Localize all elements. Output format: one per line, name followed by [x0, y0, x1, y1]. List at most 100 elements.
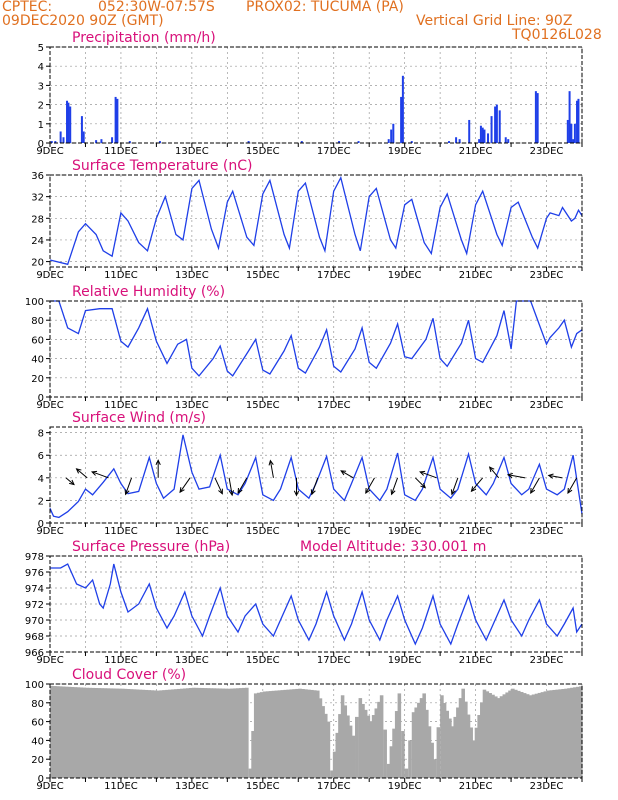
x-tick-label: 15DEC — [246, 400, 280, 411]
precip-bar — [468, 119, 471, 143]
cloud-bar — [323, 713, 328, 778]
wind-vector-head — [218, 488, 223, 495]
wind-vector-head — [419, 470, 426, 476]
cloud-bar — [180, 688, 184, 778]
panel-title: Cloud Cover (%) — [72, 667, 186, 683]
cloud-bar — [150, 690, 155, 778]
panel-frame — [49, 426, 583, 524]
y-tick-label: 2 — [38, 496, 44, 507]
cloud-bar — [230, 688, 234, 778]
precip-bar — [487, 133, 490, 143]
y-tick-label: 5 — [38, 43, 44, 54]
y-tick-label: 20 — [31, 374, 44, 385]
cloud-bar — [433, 759, 437, 778]
cloud-bar — [469, 727, 473, 778]
cloud-bar — [171, 689, 175, 778]
cloud-bar — [283, 689, 288, 778]
x-tick-label: 19DEC — [388, 781, 422, 792]
x-tick-label: 17DEC — [317, 526, 351, 537]
wind-vector — [179, 477, 191, 493]
cloud-bar — [397, 693, 402, 778]
cloud-bar — [141, 689, 146, 778]
cloud-bar — [480, 702, 484, 778]
cloud-bar — [91, 687, 95, 778]
cloud-bar — [55, 686, 60, 778]
cloud-bar — [491, 694, 495, 778]
x-tick-label: 13DEC — [175, 270, 209, 281]
cloud-bar — [427, 726, 432, 778]
cloud-bar — [298, 688, 302, 778]
cloud-bar — [488, 693, 492, 778]
cloud-bar — [224, 688, 228, 778]
cloud-bar — [153, 690, 157, 778]
cloud-bar — [109, 688, 113, 778]
x-tick-label: 17DEC — [317, 781, 351, 792]
cloud-bar — [464, 701, 468, 778]
cloud-bar — [522, 693, 527, 778]
cloud-bar — [456, 707, 460, 778]
cloud-bar — [358, 698, 363, 778]
header-date: 09DEC2020 90Z (GMT) — [2, 13, 164, 29]
wind-vector-head — [90, 470, 98, 476]
panel-frame — [49, 683, 583, 779]
x-tick-label: 17DEC — [317, 400, 351, 411]
wind-vector-head — [340, 470, 347, 476]
cloud-bar — [555, 689, 559, 778]
wind-vector-head — [506, 472, 513, 479]
panel-frame — [49, 46, 583, 144]
cloud-bar — [197, 687, 202, 778]
cloud-bar — [112, 688, 116, 778]
panel-5: Cloud Cover (%) 0 20 40 60 80 100 9DEC 11DEC 13DE… — [25, 667, 583, 792]
cloud-bar — [52, 686, 57, 778]
cloud-bar — [366, 715, 371, 778]
x-tick-label: 13DEC — [175, 655, 209, 666]
precip-bar — [95, 140, 98, 143]
precip-bar — [66, 100, 69, 143]
cloud-bar — [117, 688, 122, 778]
precip-bar — [494, 106, 497, 143]
precip-bar — [100, 139, 103, 143]
panel-frame — [49, 174, 583, 268]
cloud-bar — [363, 709, 368, 778]
precip-bar — [69, 106, 72, 143]
x-tick-label: 21DEC — [459, 781, 493, 792]
y-tick-label: 966 — [25, 648, 44, 659]
x-tick-label: 17DEC — [317, 270, 351, 281]
cloud-bar — [268, 691, 273, 778]
y-tick-label: 970 — [25, 616, 44, 627]
x-tick-label: 19DEC — [388, 146, 422, 157]
wind-vector — [91, 471, 109, 479]
cloud-bar — [445, 710, 450, 778]
cloud-bar — [401, 731, 405, 778]
cloud-bar — [239, 688, 243, 778]
precip-bar — [573, 123, 576, 143]
y-tick-label: 40 — [31, 355, 44, 366]
cloud-bar — [301, 689, 305, 778]
wind-vector-head — [69, 479, 75, 486]
panel-4: Surface Pressure (hPa) Model Altitude: 33… — [25, 539, 583, 666]
cloud-bar — [82, 687, 87, 778]
cloud-bar — [383, 729, 387, 778]
cloud-bar — [103, 688, 107, 778]
y-tick-label: 32 — [31, 193, 44, 204]
x-tick-label: 9DEC — [36, 526, 63, 537]
x-tick-label: 11DEC — [104, 781, 138, 792]
x-tick-label: 15DEC — [246, 146, 280, 157]
y-tick-label: 968 — [25, 632, 44, 643]
cloud-bar — [537, 692, 542, 778]
cloud-bar — [271, 690, 276, 778]
wind-vector-head — [228, 490, 234, 497]
x-tick-label: 15DEC — [246, 655, 280, 666]
cloud-bar — [221, 688, 225, 778]
cloud-bar — [386, 763, 391, 778]
cloud-bar — [477, 715, 481, 778]
cloud-bar — [70, 686, 75, 778]
wind-vector — [340, 470, 354, 479]
cloud-bar — [505, 692, 509, 778]
cloud-bar — [209, 688, 214, 778]
cloud-bar — [552, 689, 556, 778]
cloud-bar — [242, 687, 246, 778]
x-tick-label: 23DEC — [530, 146, 564, 157]
cloud-bar — [343, 705, 348, 778]
precip-bar — [481, 127, 484, 143]
